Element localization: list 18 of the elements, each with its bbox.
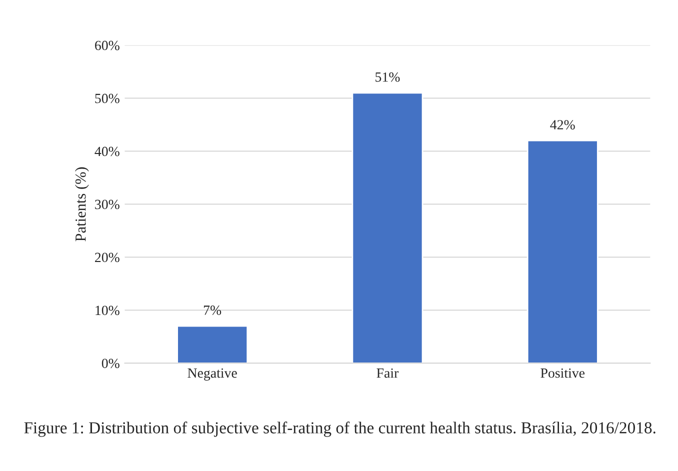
x-tick-label: Positive (540, 368, 585, 378)
y-tick-label: 0% (102, 358, 120, 368)
y-tick-label: 30% (95, 200, 120, 210)
y-tick-label: 40% (94, 146, 120, 156)
x-tick-label: Negative (188, 368, 237, 381)
y-tick-label: 50% (95, 94, 120, 104)
y-tick-label: 20% (95, 252, 120, 262)
bar (352, 92, 424, 364)
data-label: 7% (204, 306, 222, 315)
caption: Figure 1: Distribution of subjective self-rating of the current health status. Brasília, 2016/2018. (24, 422, 656, 437)
y-axis-title: Patients (%) (75, 167, 89, 242)
bar (176, 325, 248, 364)
y-tick-label: 60% (95, 40, 120, 50)
y-tick-label: 10% (96, 306, 120, 316)
data-label: 42% (550, 120, 575, 130)
data-label: 51% (376, 72, 400, 82)
x-tick-label: Fair (376, 368, 399, 378)
bar (526, 140, 598, 364)
